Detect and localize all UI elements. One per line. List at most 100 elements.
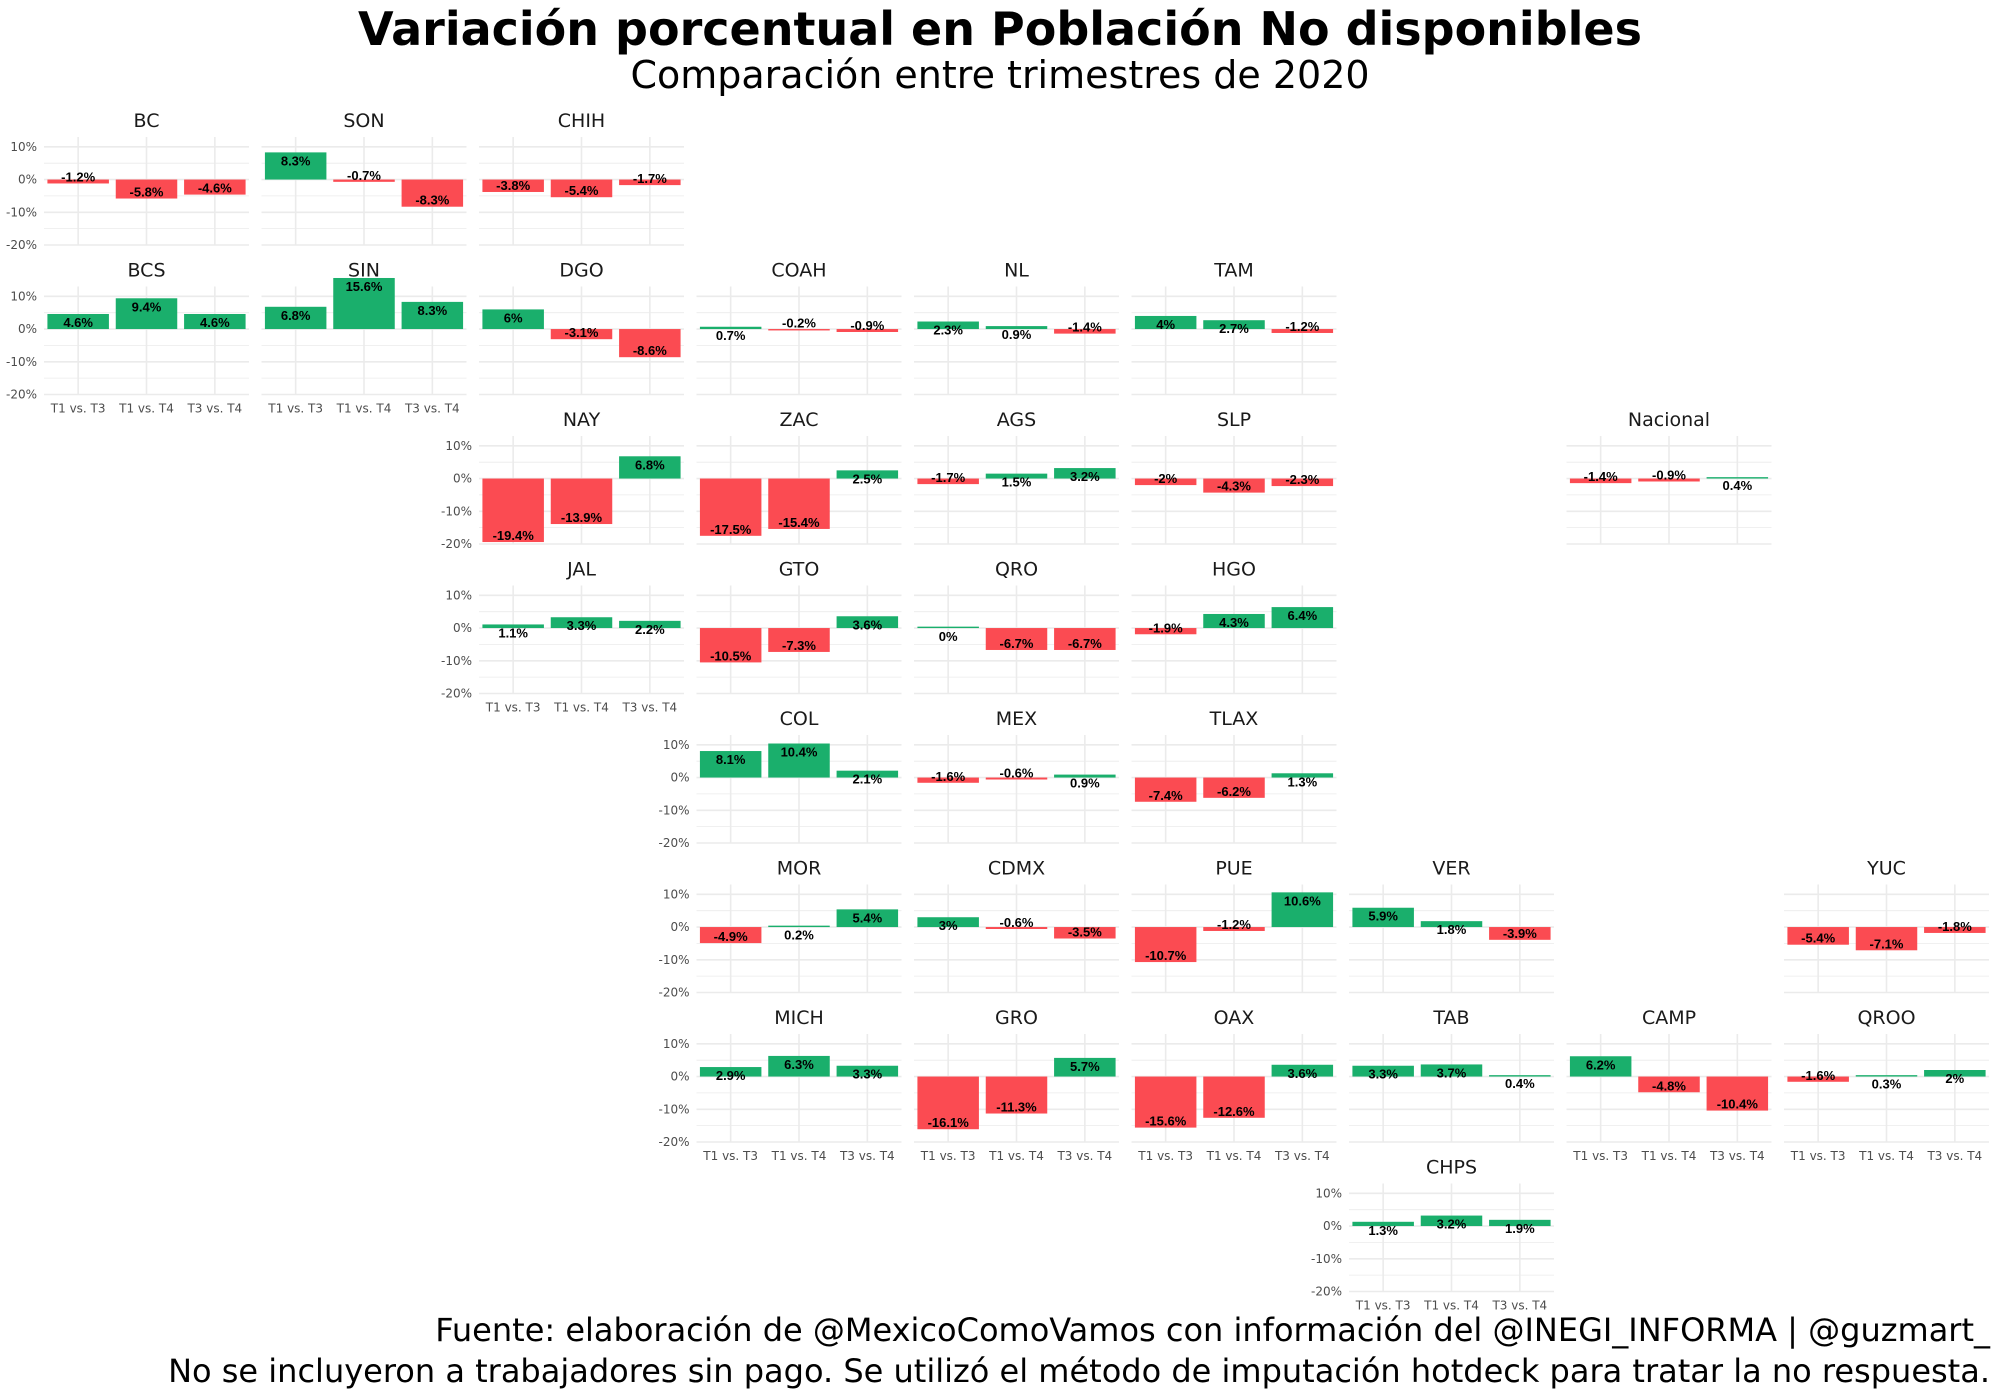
y-tick-label: 10% (445, 439, 472, 453)
y-tick-label: 10% (663, 1037, 690, 1051)
facet-panel: SON 8.3% -0.7% -8.3% (261, 110, 467, 246)
bar (184, 179, 246, 195)
bar (1489, 1075, 1551, 1077)
bar (1352, 1065, 1414, 1077)
bar (1352, 907, 1414, 928)
bar-value-label: 2.5% (853, 471, 883, 486)
bar-value-label: 3.3% (567, 618, 597, 633)
facet-strip-label: NL (1004, 260, 1029, 282)
bar-value-label: 2.7% (1219, 321, 1249, 336)
bar-value-label: -1.2% (61, 169, 95, 184)
bar (699, 1067, 762, 1077)
bar (1054, 329, 1116, 334)
bar-value-label: -1.2% (1217, 917, 1251, 932)
bar (836, 329, 899, 332)
facet-strip-label: PUE (1215, 858, 1252, 880)
bar-value-label: 0.9% (1070, 776, 1100, 791)
x-tick-label: T1 vs. T3 (267, 402, 323, 416)
bar-value-label: -6.7% (1068, 636, 1102, 651)
facet-panel: COAH 0.7% -0.2% -0.9% (696, 260, 902, 396)
facet-panel: MICH 2.9% 6.3% 3.3% 10% 0% -10% -20% T1 vs. T3 T1… (658, 1007, 902, 1163)
bar-value-label: -0.7% (347, 168, 381, 183)
bar (917, 777, 979, 783)
bar (985, 326, 1048, 330)
bar-value-label: -6.7% (1000, 636, 1034, 651)
x-tick-label: T1 vs. T4 (1423, 1299, 1479, 1313)
x-tick-label: T1 vs. T3 (1572, 1149, 1628, 1163)
facet-strip-label: CHPS (1426, 1157, 1477, 1179)
bar-value-label: -4.3% (1217, 479, 1251, 494)
facet-strip-label: SIN (348, 260, 380, 282)
bar-value-label: 6.8% (635, 457, 665, 472)
bar (985, 628, 1048, 650)
bar (550, 617, 613, 629)
facet-strip-label: HGO (1212, 559, 1256, 581)
bar (917, 321, 979, 330)
bar (836, 770, 899, 778)
x-tick-label: T3 vs. T4 (621, 701, 677, 715)
bar (699, 751, 762, 778)
bar-value-label: -1.4% (1068, 320, 1102, 335)
bar (1489, 1219, 1551, 1227)
bar-value-label: -3.5% (1068, 925, 1102, 940)
bar-value-label: 5.7% (1070, 1059, 1100, 1074)
x-tick-label: T1 vs. T4 (1858, 1149, 1914, 1163)
chart-subtitle: Comparación entre trimestres de 2020 (630, 53, 1370, 97)
y-tick-label: -10% (441, 504, 472, 518)
bar (1054, 927, 1116, 939)
x-tick-label: T1 vs. T3 (920, 1149, 976, 1163)
bar (1855, 927, 1918, 951)
y-tick-label: -10% (658, 803, 689, 817)
x-tick-label: T1 vs. T4 (988, 1149, 1044, 1163)
facet-strip-label: MOR (777, 858, 822, 880)
facet-panel: VER 5.9% 1.8% -3.9% (1349, 858, 1554, 994)
bar (550, 329, 613, 340)
bar (699, 326, 762, 330)
facet-panel: QRO 0% -6.7% -6.7% (914, 559, 1119, 695)
bar-value-label: -4.6% (198, 181, 232, 196)
bar (985, 473, 1048, 479)
bar-value-label: 10.6% (1284, 893, 1321, 908)
bar-value-label: -8.6% (633, 343, 667, 358)
bar (1203, 320, 1265, 330)
bar (917, 626, 979, 629)
bar (1420, 1215, 1483, 1227)
bar (1203, 777, 1265, 798)
bar (1134, 315, 1197, 330)
y-tick-label: 10% (445, 588, 472, 602)
y-tick-label: 10% (663, 887, 690, 901)
bar (768, 743, 830, 778)
facet-panel: TAM 4% 2.7% -1.2% (1131, 260, 1337, 396)
y-tick-label: 0% (453, 472, 472, 486)
facet-strip-label: QROO (1857, 1007, 1915, 1029)
facet-strip-label: GTO (779, 559, 820, 581)
facet-panel: CHPS 1.3% 3.2% 1.9% 10% 0% -10% -20% T1 vs. T3 T1… (1311, 1157, 1554, 1313)
bar-value-label: -4.9% (714, 929, 748, 944)
bar (768, 1055, 830, 1077)
bar-value-label: 8.3% (281, 153, 311, 168)
bar-value-label: -1.4% (1584, 469, 1618, 484)
bar-value-label: -10.4% (1717, 1097, 1759, 1112)
bar-value-label: 2.3% (933, 323, 963, 338)
bar (1787, 1076, 1849, 1082)
bar-value-label: -5.8% (130, 185, 164, 200)
caption-source: Fuente: elaboración de @MexicoComoVamos … (435, 1311, 1990, 1349)
bar-value-label: 5.4% (853, 910, 883, 925)
bar-value-label: -3.8% (496, 178, 530, 193)
bar-value-label: 8.1% (716, 752, 746, 767)
y-tick-label: -20% (6, 388, 37, 402)
bar (184, 313, 246, 330)
facet-strip-label: CDMX (988, 858, 1045, 880)
bar-value-label: -10.7% (1145, 948, 1187, 963)
facet-panel: DGO 6% -3.1% -8.6% (479, 260, 684, 396)
bar-value-label: 3.3% (1368, 1067, 1398, 1082)
bar (768, 925, 830, 928)
y-tick-label: -20% (441, 537, 472, 551)
bar (401, 179, 464, 207)
bar-value-label: -1.2% (1285, 319, 1319, 334)
bar (1352, 1221, 1414, 1227)
facet-strip-label: TAM (1213, 260, 1254, 282)
x-tick-label: T3 vs. T4 (1709, 1149, 1765, 1163)
facet-strip-label: COL (780, 708, 819, 730)
facet-panel: CDMX 3% -0.6% -3.5% (914, 858, 1119, 994)
